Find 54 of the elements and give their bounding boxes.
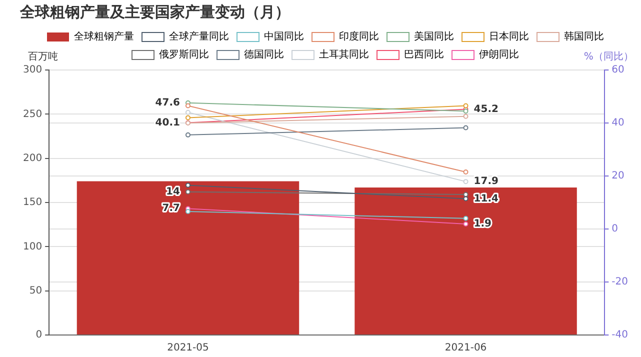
point <box>185 103 190 108</box>
data-label: 11.4 <box>474 193 498 204</box>
legend-label: 印度同比 <box>339 30 379 43</box>
point <box>463 125 468 130</box>
point <box>463 103 468 108</box>
x-tick-label: 2021-05 <box>167 342 209 354</box>
legend-label: 全球产量同比 <box>169 30 229 43</box>
y-tick-label: 50 <box>29 285 42 296</box>
point <box>463 196 468 202</box>
data-label: 47.6 <box>155 97 180 108</box>
y2-tick-label: -20 <box>612 276 628 288</box>
data-label: 14 <box>166 186 180 198</box>
data-label: 1.9 <box>474 218 492 230</box>
y2-tick-label: 40 <box>612 118 624 129</box>
legend-label: 中国同比 <box>264 30 304 43</box>
data-label: 17.9 <box>474 176 498 188</box>
point <box>463 221 468 226</box>
legend-label: 土耳其同比 <box>319 48 369 61</box>
point <box>463 179 468 184</box>
point <box>185 115 190 120</box>
y-axis-title: 百万吨 <box>28 50 58 63</box>
legend-label: 德国同比 <box>244 48 284 61</box>
y-tick-label: 0 <box>36 330 42 341</box>
chart-title: 全球粗钢产量及主要国家产量变动（月） <box>19 2 290 21</box>
y2-tick-label: 60 <box>612 64 624 76</box>
y2-tick-label: 0 <box>612 224 618 235</box>
legend-label: 韩国同比 <box>564 30 604 43</box>
point <box>463 192 468 198</box>
y2-tick-label: -40 <box>612 330 628 341</box>
y-tick-label: 300 <box>22 64 42 76</box>
y-tick-label: 250 <box>22 108 42 120</box>
point <box>463 170 468 175</box>
legend-label: 美国同比 <box>414 30 454 43</box>
point <box>185 132 190 138</box>
x-tick-label: 2021-06 <box>444 342 487 354</box>
data-label: 45.2 <box>474 104 498 115</box>
point <box>463 114 468 119</box>
legend-label: 日本同比 <box>489 30 529 43</box>
point <box>185 209 190 214</box>
y-tick-label: 100 <box>22 241 42 252</box>
legend-label: 伊朗同比 <box>479 48 519 61</box>
y-tick-label: 200 <box>22 152 42 164</box>
point <box>185 110 190 115</box>
y2-axis-title: %（同比） <box>584 50 634 63</box>
y-tick-label: 150 <box>22 197 42 208</box>
data-label: 40.1 <box>155 117 180 128</box>
point <box>185 182 190 188</box>
legend-label: 俄罗斯同比 <box>159 48 209 61</box>
data-label: 7.7 <box>162 203 180 214</box>
point <box>463 216 468 221</box>
point <box>185 189 190 194</box>
legend-label: 全球粗钢产量 <box>74 30 134 43</box>
legend-label: 巴西同比 <box>404 48 444 61</box>
y2-tick-label: 20 <box>612 170 624 182</box>
